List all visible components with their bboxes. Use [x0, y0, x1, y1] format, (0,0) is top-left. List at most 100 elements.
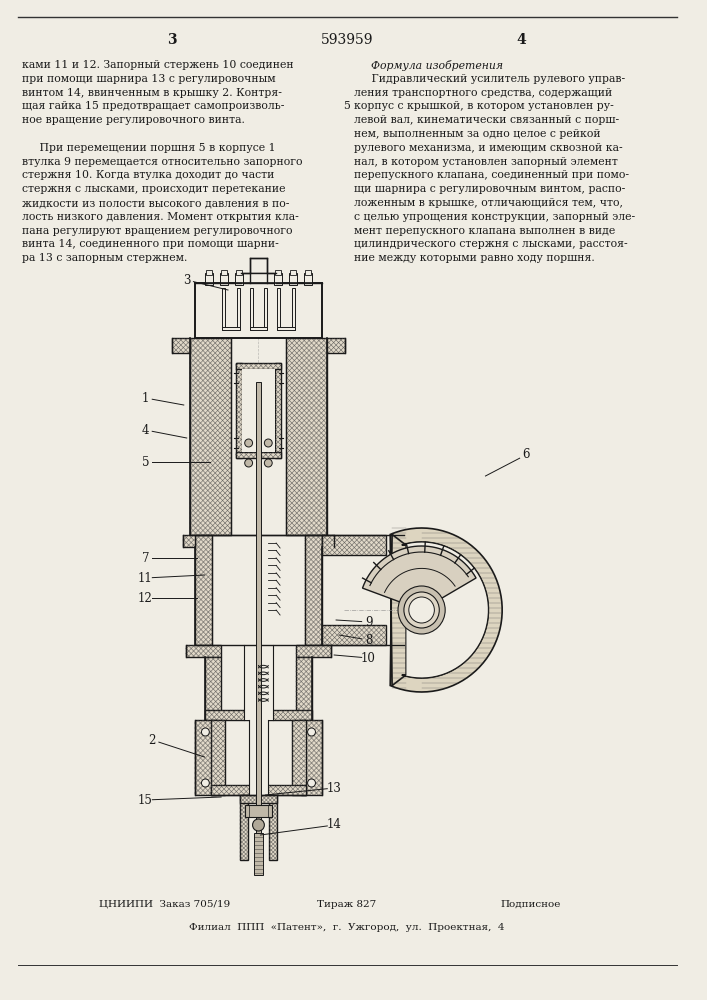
Bar — [250, 327, 267, 330]
Text: Тираж 827: Тираж 827 — [317, 900, 377, 909]
Bar — [296, 645, 331, 657]
Bar — [250, 288, 252, 330]
Bar — [262, 372, 265, 427]
Bar — [305, 535, 322, 645]
Text: цилиндрического стержня с лысками, расстоя-: цилиндрического стержня с лысками, расст… — [354, 239, 627, 249]
Bar — [254, 833, 264, 875]
Text: стержня с лысками, происходит перетекание: стержня с лысками, происходит перетекани… — [22, 184, 285, 194]
Text: ние между которыми равно ходу поршня.: ние между которыми равно ходу поршня. — [354, 253, 595, 263]
Text: 4: 4 — [516, 33, 526, 47]
Circle shape — [404, 592, 439, 628]
Bar — [211, 720, 225, 795]
Bar — [206, 273, 214, 285]
Bar — [264, 288, 267, 330]
Text: корпус с крышкой, в котором установлен ру-: корпус с крышкой, в котором установлен р… — [354, 101, 614, 111]
Polygon shape — [363, 546, 476, 610]
Circle shape — [264, 439, 272, 447]
Circle shape — [409, 597, 434, 623]
Text: 8: 8 — [365, 634, 372, 647]
Text: лость низкого давления. Момент открытия кла-: лость низкого давления. Момент открытия … — [22, 212, 298, 222]
Text: левой вал, кинематически связанный с порш-: левой вал, кинематически связанный с пор… — [354, 115, 619, 125]
Bar — [322, 535, 334, 547]
Text: нем, выполненным за одно целое с рейкой: нем, выполненным за одно целое с рейкой — [354, 129, 600, 139]
Bar — [206, 710, 312, 720]
Bar — [222, 327, 240, 330]
Text: ками 11 и 12. Запорный стержень 10 соединен: ками 11 и 12. Запорный стержень 10 соеди… — [22, 60, 293, 70]
Text: 9: 9 — [365, 615, 373, 629]
Text: 3: 3 — [167, 33, 177, 47]
Text: винта 14, соединенного при помощи шарни-: винта 14, соединенного при помощи шарни- — [22, 239, 279, 249]
Bar — [292, 288, 295, 330]
Bar — [275, 363, 281, 458]
Text: ное вращение регулировочного винта.: ное вращение регулировочного винта. — [22, 115, 245, 125]
Bar — [231, 338, 286, 535]
Bar — [189, 338, 231, 535]
Text: 15: 15 — [138, 794, 153, 806]
Text: 14: 14 — [327, 818, 341, 832]
Bar — [322, 535, 386, 555]
Text: 13: 13 — [327, 782, 341, 794]
Bar — [249, 720, 268, 795]
Bar — [172, 338, 189, 353]
Text: нал, в котором установлен запорный элемент: нал, в котором установлен запорный элеме… — [354, 157, 618, 167]
Text: При перемещении поршня 5 в корпусе 1: При перемещении поршня 5 в корпусе 1 — [22, 143, 275, 153]
Bar — [286, 338, 327, 535]
Text: с целью упрощения конструкции, запорный эле-: с целью упрощения конструкции, запорный … — [354, 212, 635, 222]
Text: 7: 7 — [141, 552, 149, 564]
Polygon shape — [390, 528, 502, 692]
Bar — [236, 270, 242, 275]
Text: Гидравлический усилитель рулевого управ-: Гидравлический усилитель рулевого управ- — [354, 74, 625, 84]
Bar — [241, 273, 276, 283]
Bar — [186, 645, 221, 657]
Text: 4: 4 — [141, 424, 149, 436]
Circle shape — [252, 819, 264, 831]
Text: щи шарнира с регулировочным винтом, распо-: щи шарнира с регулировочным винтом, расп… — [354, 184, 625, 194]
Bar — [290, 270, 296, 275]
Bar — [236, 363, 281, 369]
Bar — [236, 452, 281, 458]
Circle shape — [201, 728, 209, 736]
Bar — [300, 720, 322, 795]
Bar — [269, 795, 277, 860]
Text: Филиал  ППП  «Патент»,  г.  Ужгород,  ул.  Проектная,  4: Филиал ППП «Патент», г. Ужгород, ул. Про… — [189, 923, 505, 932]
Bar — [222, 288, 225, 330]
Bar — [235, 273, 243, 285]
Bar — [240, 795, 277, 803]
Bar — [277, 288, 280, 330]
Bar — [220, 273, 228, 285]
Bar — [244, 645, 273, 720]
Text: 12: 12 — [138, 591, 153, 604]
Bar — [206, 270, 212, 275]
Bar — [277, 327, 295, 330]
Bar — [194, 720, 216, 795]
Bar — [255, 382, 262, 845]
Bar — [194, 535, 212, 645]
Text: винтом 14, ввинченным в крышку 2. Контря-: винтом 14, ввинченным в крышку 2. Контря… — [22, 88, 281, 98]
Bar — [250, 258, 267, 273]
Bar — [289, 273, 297, 285]
Bar — [242, 369, 275, 452]
Text: Подписное: Подписное — [501, 900, 561, 909]
Bar — [305, 270, 310, 275]
Circle shape — [201, 779, 209, 787]
Text: 1: 1 — [142, 391, 149, 404]
Polygon shape — [402, 542, 489, 678]
Bar — [221, 270, 227, 275]
Text: 593959: 593959 — [321, 33, 373, 47]
Circle shape — [245, 459, 252, 467]
Text: 10: 10 — [361, 652, 376, 664]
Text: 3: 3 — [183, 273, 190, 286]
Circle shape — [245, 439, 252, 447]
Text: ложенным в крышке, отличающийся тем, что,: ложенным в крышке, отличающийся тем, что… — [354, 198, 623, 208]
Text: при помощи шарнира 13 с регулировочным: при помощи шарнира 13 с регулировочным — [22, 74, 275, 84]
Bar — [252, 372, 255, 427]
Text: пана регулируют вращением регулировочного: пана регулируют вращением регулировочног… — [22, 226, 292, 236]
Bar — [240, 795, 247, 860]
Text: мент перепускного клапана выполнен в виде: мент перепускного клапана выполнен в вид… — [354, 226, 615, 236]
Bar — [245, 805, 272, 817]
Text: рулевого механизма, и имеющим сквозной ка-: рулевого механизма, и имеющим сквозной к… — [354, 143, 622, 153]
Text: Формула изобретения: Формула изобретения — [371, 60, 503, 71]
Circle shape — [308, 728, 315, 736]
Bar — [304, 273, 312, 285]
Text: 11: 11 — [138, 572, 153, 584]
